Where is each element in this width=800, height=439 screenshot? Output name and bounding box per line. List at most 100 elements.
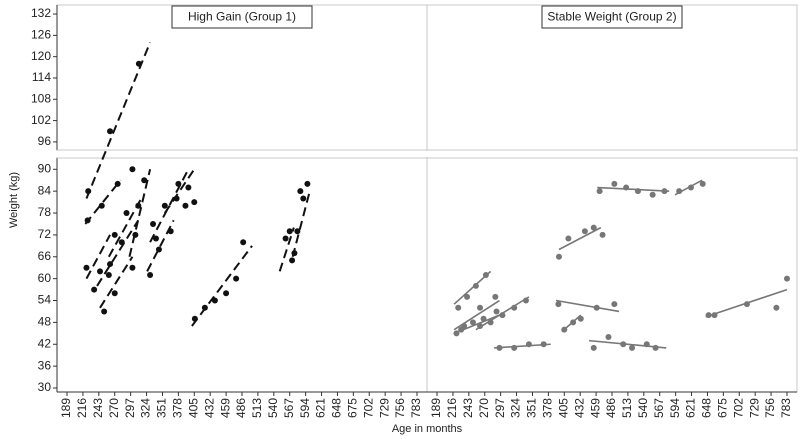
data-point bbox=[286, 228, 293, 235]
data-point bbox=[201, 304, 208, 311]
data-point bbox=[596, 188, 603, 195]
x-tick-label: 567 bbox=[652, 398, 666, 418]
data-point bbox=[743, 301, 750, 308]
x-tick-label: 648 bbox=[330, 398, 344, 418]
data-point bbox=[493, 308, 500, 315]
x-tick-label: 243 bbox=[461, 398, 475, 418]
data-point bbox=[652, 344, 659, 351]
data-point bbox=[150, 220, 157, 227]
data-point bbox=[304, 180, 311, 187]
x-tick-label: 405 bbox=[186, 398, 200, 418]
fit-line bbox=[128, 169, 152, 258]
x-tick-label: 270 bbox=[477, 398, 491, 418]
data-point bbox=[634, 188, 641, 195]
data-point bbox=[472, 282, 479, 289]
x-tick-label: 297 bbox=[123, 398, 137, 418]
data-point bbox=[496, 344, 503, 351]
y-tick-label: 66 bbox=[38, 249, 52, 263]
data-point bbox=[477, 304, 484, 311]
data-point bbox=[97, 268, 104, 275]
data-point bbox=[555, 253, 562, 260]
fit-line bbox=[597, 186, 670, 192]
x-tick-label: 324 bbox=[509, 398, 523, 418]
fit-line bbox=[85, 234, 111, 280]
fit-line bbox=[85, 42, 152, 199]
data-point bbox=[482, 272, 489, 278]
data-point bbox=[611, 180, 618, 187]
y-tick-label: 30 bbox=[38, 380, 52, 394]
data-point bbox=[555, 301, 562, 308]
x-tick-label: 378 bbox=[171, 398, 185, 418]
fit-line bbox=[107, 197, 143, 258]
x-tick-label: 621 bbox=[684, 398, 698, 418]
data-point bbox=[111, 231, 118, 238]
x-tick-label: 189 bbox=[429, 398, 443, 418]
data-point bbox=[211, 297, 218, 304]
x-tick-label: 486 bbox=[234, 398, 248, 418]
data-point bbox=[91, 286, 98, 293]
x-tick-label: 189 bbox=[59, 398, 73, 418]
data-point bbox=[487, 319, 494, 326]
data-point bbox=[294, 228, 301, 235]
data-point bbox=[129, 264, 136, 271]
x-tick-label: 405 bbox=[556, 398, 570, 418]
data-point bbox=[525, 341, 532, 348]
data-point bbox=[297, 188, 304, 195]
x-tick-label: 729 bbox=[747, 398, 761, 418]
x-tick-label: 486 bbox=[604, 398, 618, 418]
data-point bbox=[85, 188, 92, 195]
data-point bbox=[111, 290, 118, 297]
x-tick-label: 297 bbox=[493, 398, 507, 418]
data-point bbox=[458, 326, 465, 333]
data-point bbox=[300, 195, 307, 202]
data-point bbox=[114, 180, 121, 187]
data-point bbox=[123, 210, 130, 217]
x-tick-label: 702 bbox=[361, 398, 375, 418]
y-tick-label: 96 bbox=[38, 134, 52, 148]
y-tick-label: 54 bbox=[38, 293, 52, 307]
x-tick-label: 783 bbox=[779, 398, 793, 418]
x-tick-label: 675 bbox=[716, 398, 730, 418]
panel-title: Stable Weight (Group 2) bbox=[547, 10, 676, 24]
data-point bbox=[167, 228, 174, 235]
x-tick-label: 648 bbox=[700, 398, 714, 418]
x-tick-label: 378 bbox=[541, 398, 555, 418]
fit-line bbox=[291, 190, 311, 258]
fit-line bbox=[278, 227, 295, 272]
fit-line bbox=[453, 299, 500, 331]
y-tick-label: 42 bbox=[38, 336, 52, 350]
data-point bbox=[711, 312, 718, 319]
data-point bbox=[118, 239, 125, 246]
x-tick-label: 729 bbox=[377, 398, 391, 418]
data-point bbox=[107, 128, 114, 135]
y-axis-label: Weight (kg) bbox=[8, 172, 20, 228]
data-point bbox=[783, 275, 790, 282]
data-point bbox=[455, 304, 462, 311]
data-point bbox=[581, 228, 588, 235]
data-point bbox=[522, 297, 529, 304]
x-tick-label: 216 bbox=[445, 398, 459, 418]
data-point bbox=[152, 235, 159, 242]
data-point bbox=[107, 261, 114, 268]
data-point bbox=[480, 315, 487, 322]
y-tick-label: 48 bbox=[38, 315, 52, 329]
x-tick-label: 702 bbox=[731, 398, 745, 418]
data-point bbox=[289, 257, 296, 264]
y-tick-label: 114 bbox=[32, 70, 51, 84]
data-point bbox=[291, 250, 298, 257]
x-tick-label: 432 bbox=[572, 398, 586, 418]
fit-line bbox=[84, 179, 122, 225]
x-tick-label: 783 bbox=[409, 398, 423, 418]
x-tick-label: 756 bbox=[393, 398, 407, 418]
data-point bbox=[83, 264, 90, 271]
data-point bbox=[687, 184, 694, 191]
x-tick-label: 621 bbox=[314, 398, 328, 418]
data-point bbox=[623, 184, 630, 191]
fit-line bbox=[96, 219, 140, 287]
data-point bbox=[185, 184, 192, 191]
data-point bbox=[643, 341, 650, 348]
data-point bbox=[649, 191, 656, 198]
x-tick-label: 675 bbox=[346, 398, 360, 418]
data-point bbox=[469, 319, 476, 326]
data-point bbox=[499, 312, 506, 319]
